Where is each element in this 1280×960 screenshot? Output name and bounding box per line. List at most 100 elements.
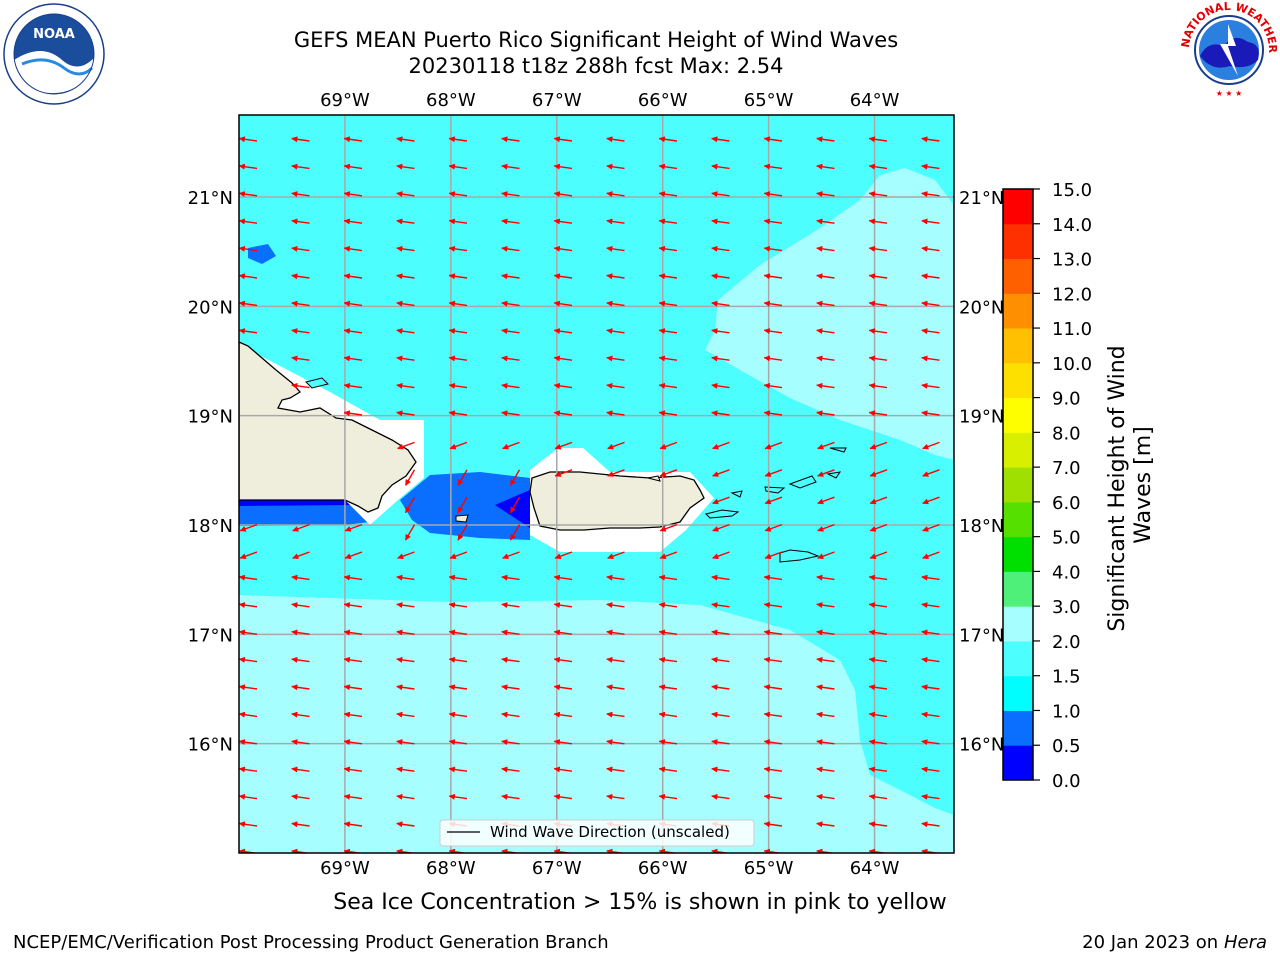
- wave-arrow-head: [658, 136, 666, 143]
- wave-arrow-head: [658, 191, 666, 198]
- lon-label-bottom: 66°W: [638, 858, 688, 879]
- wave-arrow-head: [239, 163, 246, 170]
- svg-text:★ ★ ★: ★ ★ ★: [1216, 89, 1243, 98]
- colorbar-tick-label: 7.0: [1052, 458, 1081, 479]
- wave-arrow-head: [816, 410, 823, 417]
- wave-arrow-head: [922, 525, 929, 532]
- wave-arrow-head: [291, 684, 298, 691]
- lat-label-right: 19°N: [959, 407, 1004, 428]
- footer-date-text: 20 Jan 2023 on: [1082, 932, 1224, 953]
- wave-arrow-head: [868, 793, 876, 800]
- wave-arrow-head: [343, 163, 351, 170]
- colorbar-tick-label: 11.0: [1052, 319, 1092, 340]
- wave-arrow-head: [868, 382, 876, 389]
- wave-arrow-head: [448, 382, 456, 389]
- wave-arrow-head: [868, 245, 876, 252]
- wave-arrow-head: [817, 553, 824, 560]
- wave-arrow-head: [659, 471, 667, 477]
- wave-arrow-head: [764, 471, 772, 477]
- wave-arrow-head: [606, 739, 613, 746]
- wave-arrow-head: [501, 245, 508, 252]
- wave-arrow-head: [501, 766, 508, 773]
- wave-arrow-head: [396, 136, 403, 143]
- wave-arrow-head: [712, 498, 719, 505]
- legend-label: Wind Wave Direction (unscaled): [490, 823, 730, 841]
- wave-arrow-head: [922, 443, 929, 450]
- wave-arrow-head: [291, 218, 298, 225]
- wave-zone-mona: [400, 472, 530, 540]
- wave-arrow-head: [816, 629, 823, 636]
- land-islet-2: [705, 509, 740, 519]
- colorbar-tick-label: 1.5: [1052, 667, 1081, 688]
- wave-arrow-head: [712, 471, 719, 477]
- wave-arrow-head: [606, 163, 613, 170]
- wave-arrow-head: [868, 574, 876, 581]
- wave-arrow-head: [711, 191, 718, 198]
- wave-arrow-head: [343, 410, 351, 417]
- wave-arrow-head: [448, 629, 456, 636]
- wave-arrow-head: [343, 273, 351, 280]
- chart-subtitle-forecast: 20230118 t18z 288h fcst Max: 2.54: [408, 54, 784, 78]
- wave-arrow-head: [396, 273, 403, 280]
- wave-arrow-head: [405, 533, 411, 541]
- wave-arrow-head: [869, 471, 877, 477]
- wave-arrow-head: [448, 410, 456, 417]
- wave-arrow-head: [869, 553, 877, 560]
- wave-arrow-head: [291, 821, 298, 828]
- wave-arrow-head: [510, 533, 516, 541]
- wave-arrow-head: [763, 273, 771, 280]
- wave-arrow-head: [606, 766, 613, 773]
- lon-label-top: 68°W: [426, 90, 476, 111]
- wave-arrow-head: [817, 471, 824, 477]
- wave-arrow-head: [868, 766, 876, 773]
- wave-arrow-head: [711, 602, 718, 609]
- wave-arrow-head: [291, 739, 298, 746]
- lon-label-top: 65°W: [744, 90, 794, 111]
- wave-arrow-head: [343, 218, 351, 225]
- colorbar-tick-label: 0.0: [1052, 771, 1081, 792]
- wave-arrow-head: [501, 382, 508, 389]
- wave-arrow-head: [343, 136, 351, 143]
- wave-arrow-head: [553, 629, 561, 636]
- colorbar-segment: [1003, 362, 1033, 399]
- wave-arrow-head: [868, 739, 876, 746]
- colorbar-tick-label: 14.0: [1052, 215, 1092, 236]
- wave-arrow-head: [239, 739, 246, 746]
- wave-arrow-head: [816, 245, 823, 252]
- wave-arrow-head: [711, 273, 718, 280]
- wave-arrow-head: [869, 443, 877, 450]
- wave-arrow-head: [711, 163, 718, 170]
- wave-arrow-head: [239, 245, 246, 252]
- wave-arrow-head: [921, 656, 928, 663]
- wave-arrow-head: [501, 739, 508, 746]
- wave-arrow-head: [553, 300, 561, 307]
- wave-arrow-head: [921, 245, 928, 252]
- wave-arrow-head: [510, 478, 516, 486]
- wave-arrow-head: [239, 191, 246, 198]
- wave-arrow-head: [396, 218, 403, 225]
- wave-arrow-head: [817, 443, 824, 450]
- wave-arrow-head: [344, 525, 352, 532]
- wave-arrow-head: [396, 793, 403, 800]
- wave-arrow-head: [711, 355, 718, 362]
- wave-arrow-head: [448, 191, 456, 198]
- wave-arrow-head: [343, 711, 351, 718]
- wave-arrow-head: [606, 684, 613, 691]
- wave-arrow-head: [868, 218, 876, 225]
- wave-arrow-head: [239, 328, 246, 335]
- wave-arrow-head: [607, 471, 614, 477]
- wave-arrow-head: [816, 136, 823, 143]
- wave-arrow-head: [658, 574, 666, 581]
- wave-arrow-head: [921, 711, 928, 718]
- wave-arrow-head: [711, 300, 718, 307]
- colorbar-segment: [1003, 501, 1033, 538]
- wave-arrow-head: [711, 410, 718, 417]
- wave-arrow-head: [396, 656, 403, 663]
- wave-arrow-head: [553, 328, 561, 335]
- wave-arrow-head: [343, 656, 351, 663]
- wave-arrow-head: [396, 711, 403, 718]
- wave-arrow-head: [607, 443, 614, 450]
- colorbar-segment: [1003, 710, 1033, 746]
- wave-arrow-head: [658, 684, 666, 691]
- wave-arrow-head: [658, 656, 666, 663]
